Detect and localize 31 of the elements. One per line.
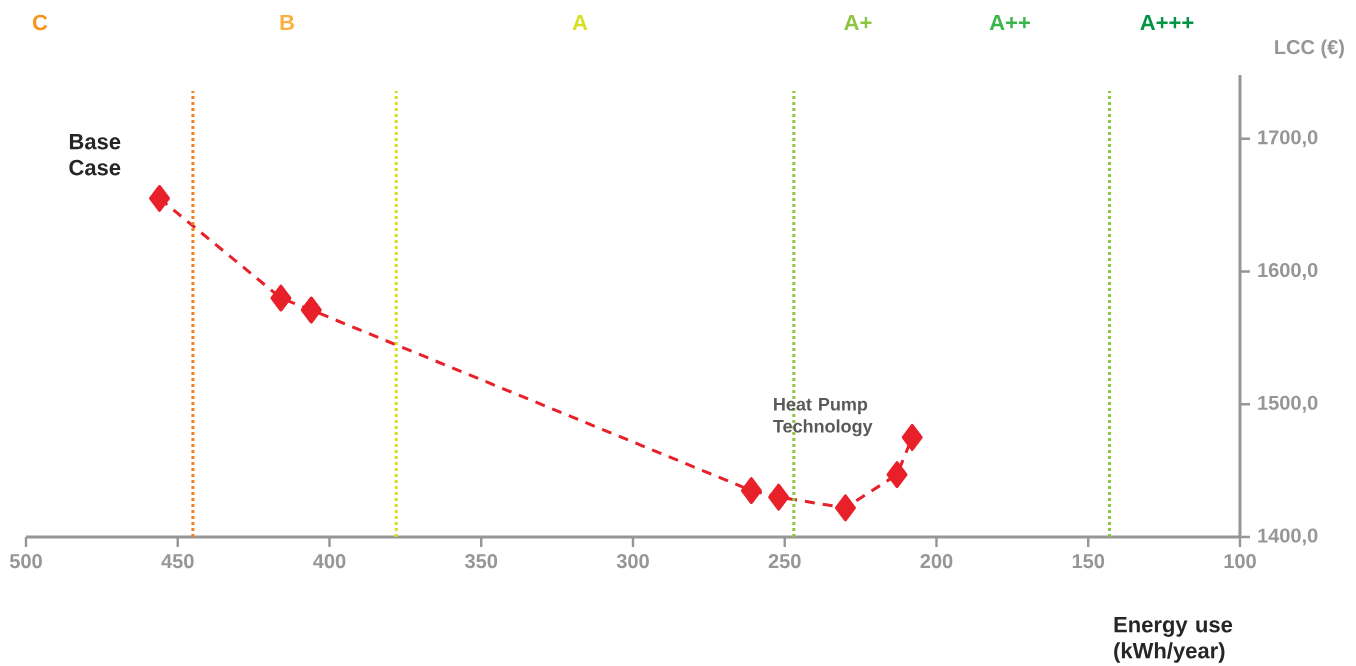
point — [300, 296, 322, 324]
point — [740, 477, 762, 505]
y-axis-title: LCC (€) — [1275, 39, 1344, 59]
y-tick-label: 1600,0 — [1258, 262, 1318, 281]
point — [886, 461, 908, 489]
x-tick-label: 350 — [465, 554, 498, 569]
x-tick-label: 200 — [920, 554, 953, 569]
text: A+ — [844, 14, 872, 30]
x-tick-label: 450 — [161, 554, 194, 569]
text: A++ — [989, 14, 1030, 30]
x-tick-label: 100 — [1224, 554, 1256, 569]
x-tick-label: 500 — [9, 554, 42, 569]
x-tick-label: 400 — [313, 554, 346, 569]
x-axis-title: Energy use (kWh/year) — [1114, 617, 1233, 663]
text: A+++ — [1140, 14, 1194, 30]
point — [270, 284, 292, 312]
y-tick-label: 1500,0 — [1258, 395, 1318, 413]
x-tick-label: 250 — [768, 554, 801, 569]
text: C — [32, 14, 48, 31]
point — [901, 423, 923, 451]
text: A — [572, 14, 588, 30]
point — [149, 184, 171, 212]
x-tick-label: 300 — [616, 554, 649, 569]
y-tick-label: 1700,0 — [1258, 130, 1318, 148]
text: B — [280, 14, 294, 30]
annotation: Heat Pump Technology — [773, 398, 873, 437]
y-tick-label: 1400,0 — [1258, 528, 1318, 546]
point — [768, 483, 790, 511]
point — [834, 494, 856, 522]
x-tick-label: 150 — [1072, 554, 1105, 569]
annotation: Base Case — [69, 134, 121, 176]
